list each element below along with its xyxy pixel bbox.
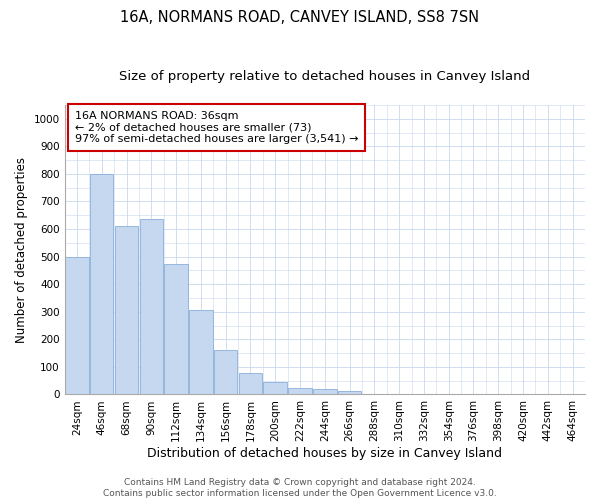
Bar (313, 389, 337, 394)
Bar (65, 256, 89, 394)
Bar (164, 264, 188, 394)
Bar (189, 310, 212, 394)
Bar (263, 382, 287, 394)
Title: Size of property relative to detached houses in Canvey Island: Size of property relative to detached ho… (119, 70, 530, 83)
Bar (115, 226, 138, 394)
Bar (288, 388, 312, 394)
Y-axis label: Number of detached properties: Number of detached properties (15, 156, 28, 342)
Bar (338, 391, 361, 394)
Bar (239, 373, 262, 394)
Bar (214, 350, 238, 395)
Text: Contains HM Land Registry data © Crown copyright and database right 2024.
Contai: Contains HM Land Registry data © Crown c… (103, 478, 497, 498)
Text: 16A NORMANS ROAD: 36sqm
← 2% of detached houses are smaller (73)
97% of semi-det: 16A NORMANS ROAD: 36sqm ← 2% of detached… (75, 111, 358, 144)
Bar (90, 174, 113, 394)
X-axis label: Distribution of detached houses by size in Canvey Island: Distribution of detached houses by size … (147, 447, 502, 460)
Bar (140, 220, 163, 394)
Text: 16A, NORMANS ROAD, CANVEY ISLAND, SS8 7SN: 16A, NORMANS ROAD, CANVEY ISLAND, SS8 7S… (121, 10, 479, 25)
